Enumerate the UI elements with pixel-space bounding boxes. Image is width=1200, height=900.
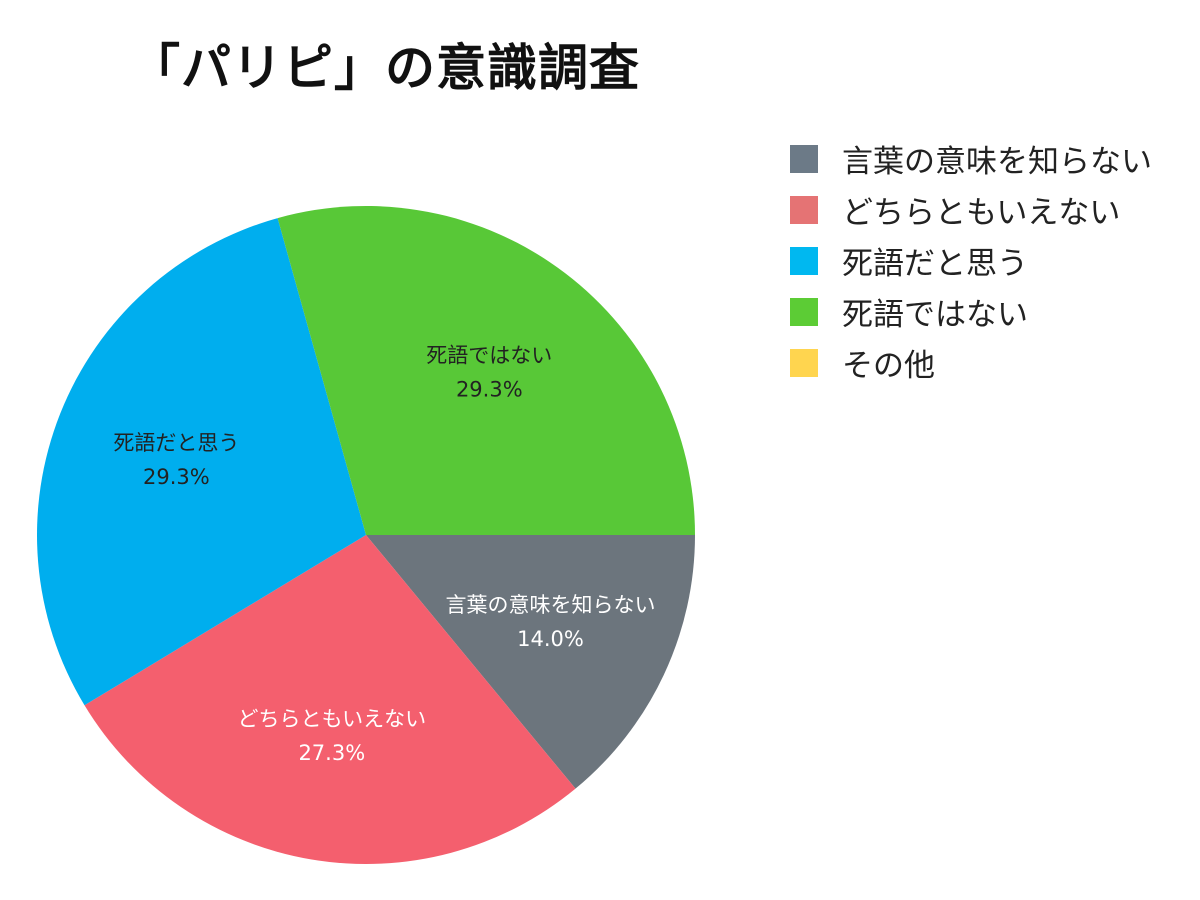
legend-swatch-4 bbox=[790, 348, 818, 377]
slice-value-label-1: 27.3% bbox=[298, 741, 365, 765]
legend-label-0: 言葉の意味を知らない bbox=[842, 144, 1152, 180]
slice-label-0: 言葉の意味を知らない bbox=[446, 593, 656, 617]
pie-slice-0 bbox=[366, 535, 695, 789]
pie-labels: 言葉の意味を知らない 14.0% どちらともいえない 27.3% 死語だと思う 29.3%… bbox=[113, 344, 655, 766]
legend-swatch-3 bbox=[790, 297, 818, 326]
legend-item-4: その他 bbox=[790, 337, 1152, 388]
legend-label-4: その他 bbox=[842, 348, 935, 384]
slice-value-label-2: 29.3% bbox=[143, 465, 210, 489]
pie-slice-1 bbox=[84, 535, 576, 864]
legend-label-1: どちらともいえない bbox=[842, 195, 1121, 231]
legend-label-3: 死語ではない bbox=[842, 297, 1028, 333]
slice-label-3: 死語ではない bbox=[426, 344, 552, 368]
chart-title: 「パリピ」の意識調査 bbox=[130, 39, 640, 97]
slice-label-1: どちらともいえない bbox=[238, 707, 427, 731]
pie-slice-2 bbox=[37, 218, 366, 706]
legend-item-2: 死語だと思う bbox=[790, 235, 1152, 286]
slice-value-label-3: 29.3% bbox=[456, 378, 523, 402]
pie-slice-3 bbox=[277, 206, 695, 535]
legend-label-2: 死語だと思う bbox=[842, 246, 1028, 282]
pie-slices bbox=[37, 206, 695, 864]
legend-item-3: 死語ではない bbox=[790, 286, 1152, 337]
slice-value-label-0: 14.0% bbox=[517, 627, 584, 651]
legend-swatch-2 bbox=[790, 246, 818, 275]
slice-label-2: 死語だと思う bbox=[113, 431, 239, 455]
legend-item-0: 言葉の意味を知らない bbox=[790, 133, 1152, 184]
legend: 言葉の意味を知らない どちらともいえない 死語だと思う 死語ではない その他 bbox=[790, 133, 1152, 388]
legend-swatch-0 bbox=[790, 144, 818, 173]
legend-swatch-1 bbox=[790, 195, 818, 224]
legend-item-1: どちらともいえない bbox=[790, 184, 1152, 235]
